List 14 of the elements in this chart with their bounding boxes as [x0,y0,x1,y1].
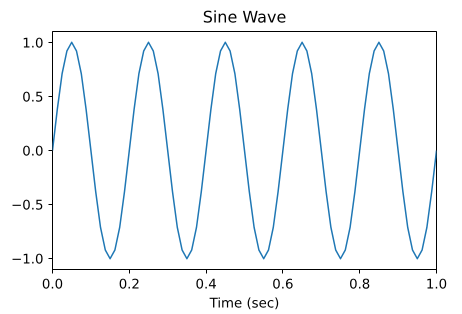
chart-title: Sine Wave [202,8,286,26]
x-tick-label: 0.2 [118,278,140,292]
x-tick-label: 1.0 [426,278,448,292]
x-axis-title: Time (sec) [208,296,280,312]
y-tick-label: −0.5 [11,198,44,214]
y-tick-label: 0.0 [22,144,44,160]
y-tick-label: 1.0 [22,36,44,52]
y-tick-label: −1.0 [11,252,44,268]
x-tick-label: 0.0 [42,278,64,292]
line-series [52,42,436,260]
y-tick-label: 0.5 [22,90,44,106]
x-tick-label: 0.8 [349,278,370,292]
x-tick-label: 0.6 [272,278,294,292]
x-tick-label: 0.4 [196,278,217,292]
